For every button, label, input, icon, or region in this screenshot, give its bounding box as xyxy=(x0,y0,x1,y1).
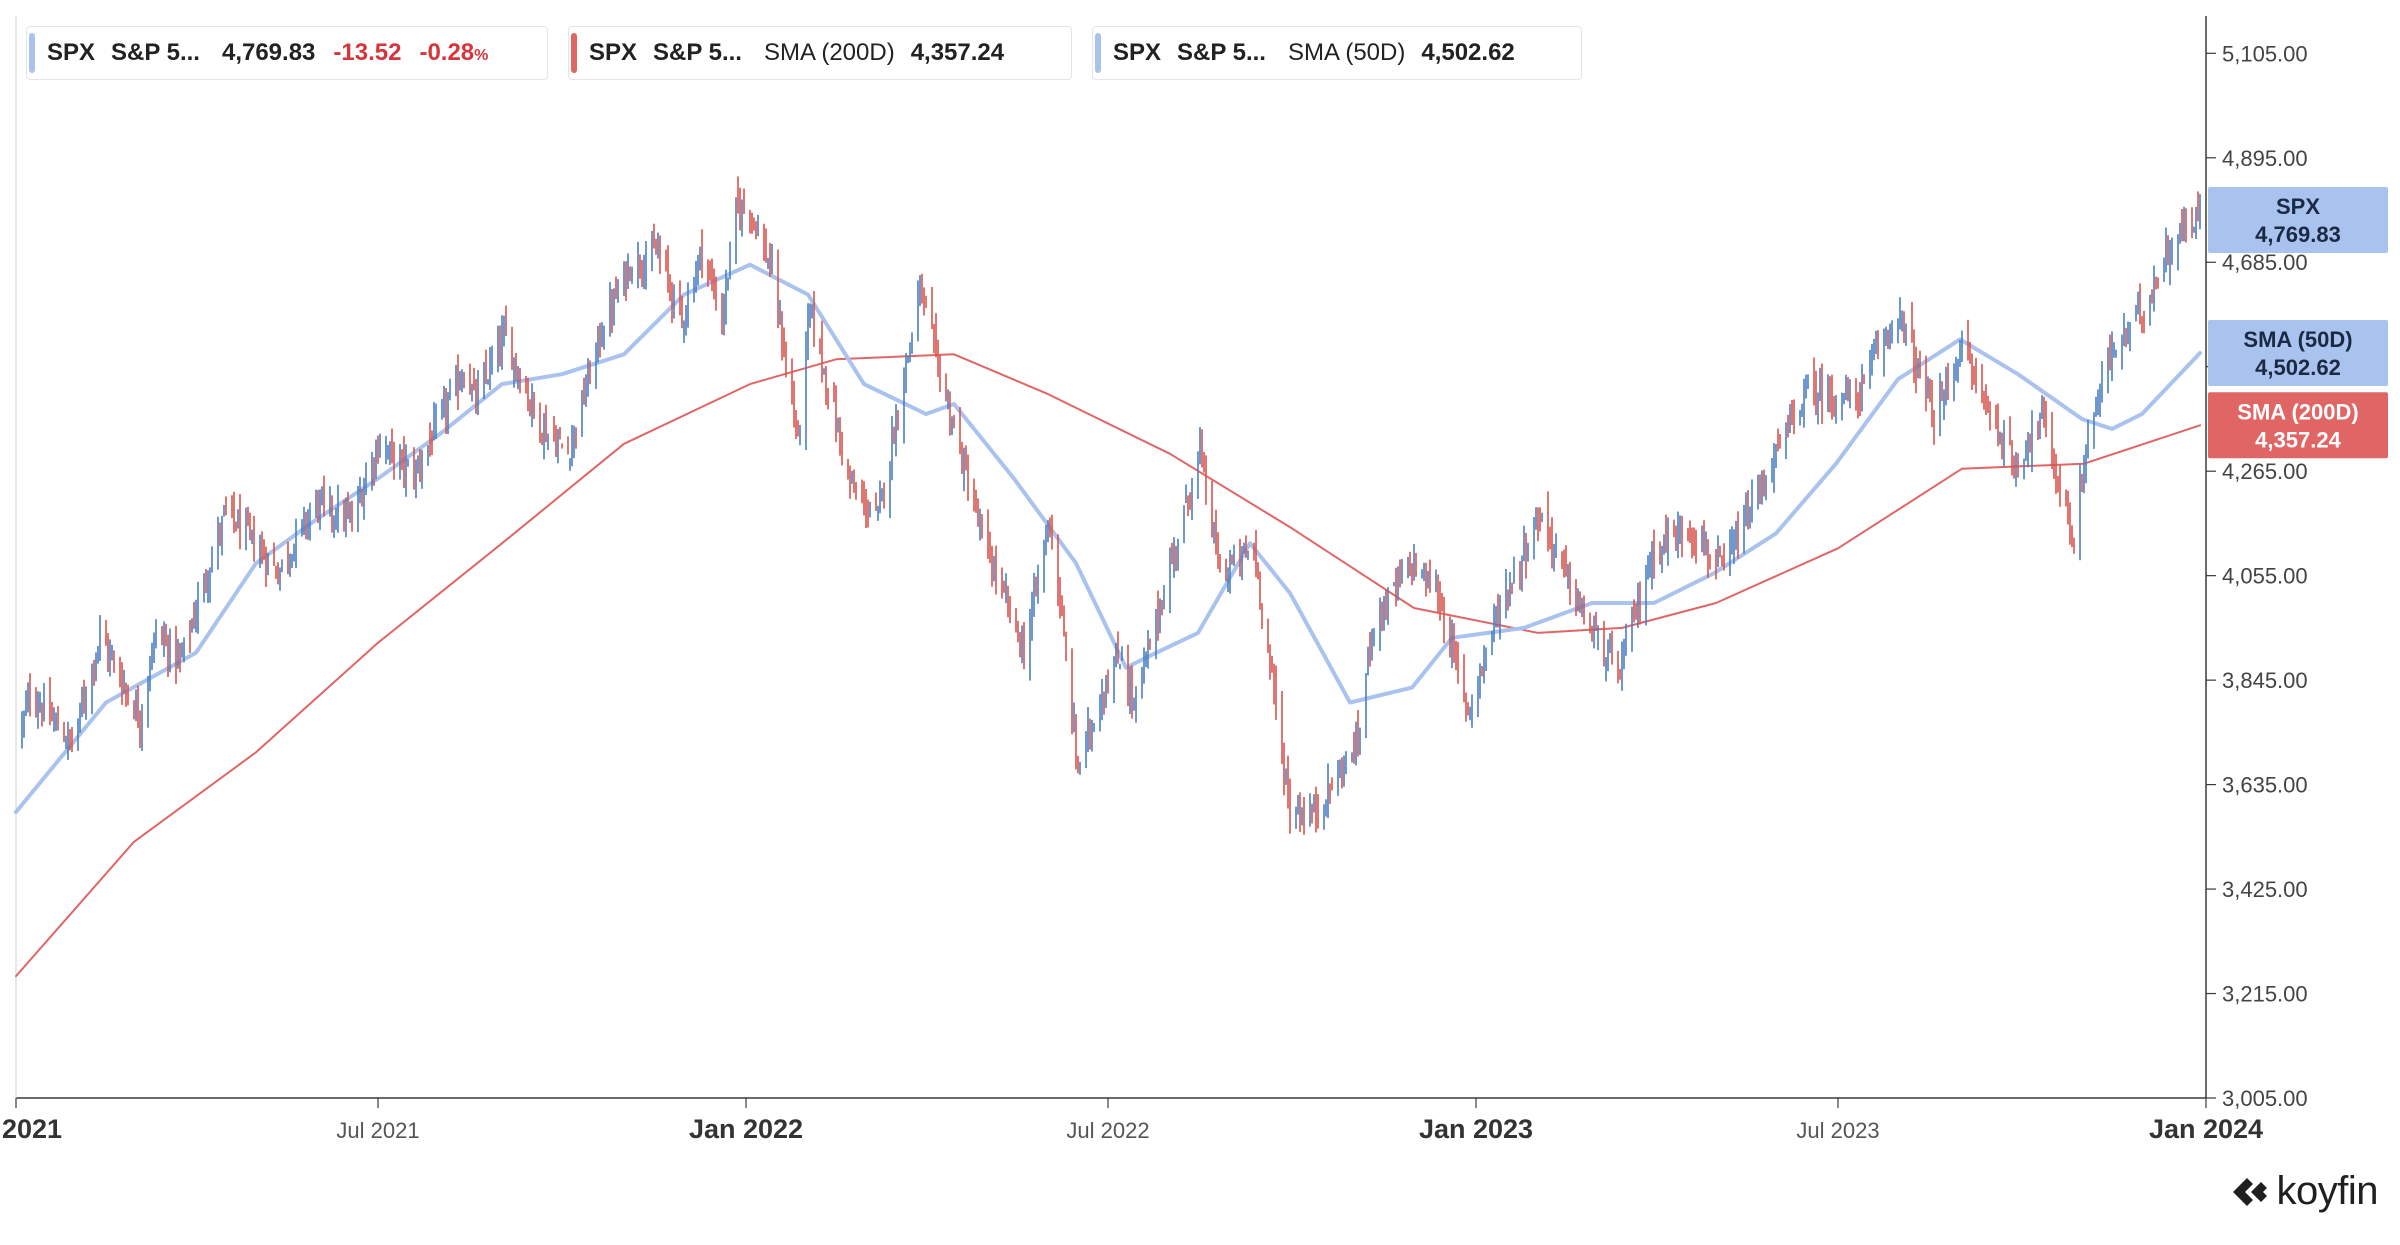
legend-color-swatch xyxy=(571,33,577,73)
legend-spx[interactable]: SPX S&P 5... 4,769.83 -13.52 -0.28% xyxy=(26,26,548,80)
price-tag-spx-label: SPX xyxy=(2276,194,2320,219)
price-tag-sma-50d- xyxy=(2208,319,2388,386)
legend-change-pct: -0.28% xyxy=(419,39,489,66)
x-tick-label: Jul 2022 xyxy=(1066,1118,1149,1143)
y-tick-label: 3,635.00 xyxy=(2222,773,2308,798)
legend-color-swatch xyxy=(1095,33,1101,73)
x-tick-label: Jul 2021 xyxy=(336,1118,419,1143)
price-tag-sma-200d--label: SMA (200D) xyxy=(2237,399,2358,424)
price-tag-spx xyxy=(2208,187,2388,254)
price-tag-sma-200d--value: 4,357.24 xyxy=(2255,427,2341,452)
series-line-sma-200d- xyxy=(15,353,2201,978)
legend-indicator: SMA (200D) xyxy=(763,39,895,66)
y-tick-label: 3,215.00 xyxy=(2222,982,2308,1007)
koyfin-logo[interactable]: koyfin xyxy=(2227,1169,2379,1214)
legend-value: 4,502.62 xyxy=(1421,39,1515,66)
y-tick-label: 4,895.00 xyxy=(2222,146,2308,171)
y-tick-label: 4,055.00 xyxy=(2222,564,2308,589)
legend-name: S&P 5... xyxy=(111,39,200,66)
x-tick-label: Jan 2022 xyxy=(689,1114,803,1144)
price-tag-sma-50d--value: 4,502.62 xyxy=(2255,355,2341,380)
legend-name: S&P 5... xyxy=(1177,39,1266,66)
price-tag-sma-50d--label: SMA (50D) xyxy=(2243,327,2352,352)
y-tick-label: 4,685.00 xyxy=(2222,250,2308,275)
legend-symbol: SPX xyxy=(1113,39,1162,66)
legend-value: 4,769.83 xyxy=(221,39,316,66)
x-tick-label: Jan 2023 xyxy=(1419,1114,1533,1144)
legend-color-swatch xyxy=(29,33,35,73)
legend-symbol: SPX xyxy=(589,39,638,66)
legend-name: S&P 5... xyxy=(653,39,742,66)
price-tag-spx-value: 4,769.83 xyxy=(2255,222,2341,247)
price-tag-sma-200d- xyxy=(2208,392,2388,459)
ohlc-bars xyxy=(21,176,2201,835)
y-tick-label: 3,845.00 xyxy=(2222,668,2308,693)
legend-value: 4,357.24 xyxy=(910,39,1005,66)
koyfin-logo-icon xyxy=(2232,1177,2267,1206)
y-tick-label: 3,005.00 xyxy=(2222,1086,2308,1111)
y-tick-label: 3,425.00 xyxy=(2222,877,2308,902)
koyfin-logo-text: koyfin xyxy=(2276,1169,2379,1213)
legend-sma-200[interactable]: SPX S&P 5... SMA (200D) 4,357.24 xyxy=(568,26,1072,80)
legend-symbol: SPX xyxy=(47,39,96,66)
x-tick-label: 2021 xyxy=(2,1114,62,1144)
y-tick-label: 4,265.00 xyxy=(2222,459,2308,484)
x-tick-label: Jul 2023 xyxy=(1796,1118,1879,1143)
legend-sma-50[interactable]: SPX S&P 5... SMA (50D) 4,502.62 xyxy=(1092,26,1582,80)
legend-indicator: SMA (50D) xyxy=(1287,39,1406,66)
legend-change: -13.52 xyxy=(333,39,402,66)
x-tick-label: Jan 2024 xyxy=(2149,1114,2263,1144)
y-tick-label: 5,105.00 xyxy=(2222,41,2308,66)
